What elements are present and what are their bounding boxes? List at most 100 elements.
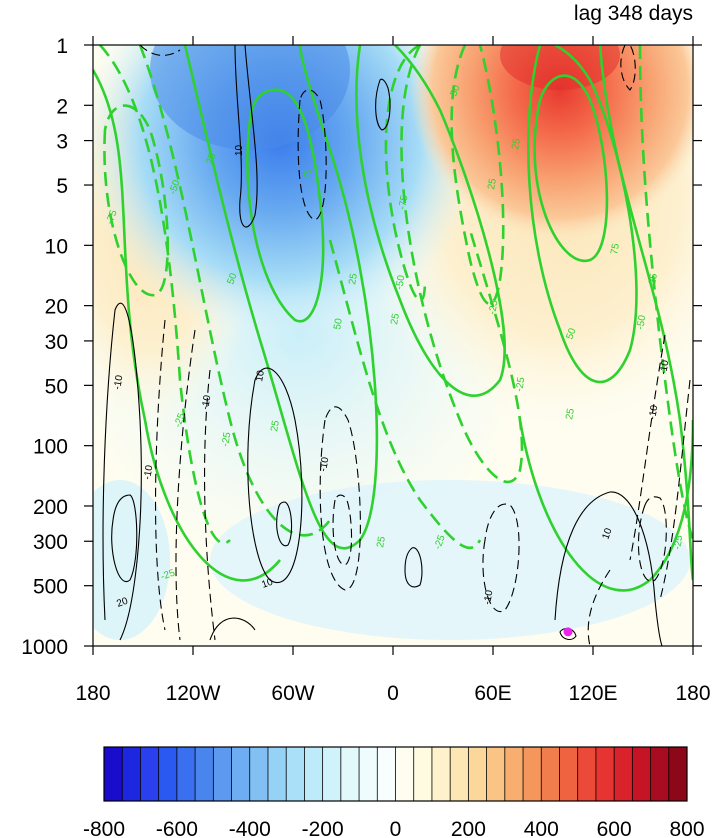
colorbar-label: -800 xyxy=(83,818,125,838)
x-axis: 180 120W 60W 0 60E 120E 180 xyxy=(75,36,711,705)
colorbar-label: -200 xyxy=(302,818,344,838)
contour-label: 25 xyxy=(389,312,402,325)
black-contour-neg-10 xyxy=(629,334,691,601)
contour-label: -50 xyxy=(447,83,462,101)
contour-label: -25 xyxy=(172,411,187,429)
contour-label: -10 xyxy=(482,589,495,606)
contour-label: 25 xyxy=(375,535,388,548)
colorbar-swatch xyxy=(104,747,123,801)
colorbar-swatch xyxy=(322,747,342,801)
contour-label: -25 xyxy=(514,376,527,393)
colorbar-label: 400 xyxy=(524,818,559,838)
x-tick-label: 120W xyxy=(166,682,221,705)
green-contour-neg-6 xyxy=(384,45,427,302)
contour-label: 25 xyxy=(347,272,360,285)
black-contour-3 xyxy=(234,45,258,228)
y-tick-label: 50 xyxy=(45,375,68,398)
filled-contour-field xyxy=(93,45,693,646)
green-contour-neg-8 xyxy=(328,239,482,550)
green-contour-pos-8 xyxy=(518,419,693,592)
contour-label: -50 xyxy=(167,178,182,196)
colorbar-label: 0 xyxy=(390,818,402,838)
y-tick-label: 200 xyxy=(33,496,68,519)
colorbar-swatch xyxy=(650,747,670,801)
colorbar-swatch xyxy=(577,747,597,801)
contour-label: -10 xyxy=(200,394,213,411)
y-tick-label: 20 xyxy=(45,296,68,319)
black-contour-neg-9 xyxy=(637,496,667,582)
black-contour-neg-4 xyxy=(204,369,216,641)
colorbar-label: 600 xyxy=(597,818,632,838)
colorbar-swatch xyxy=(249,747,269,801)
colorbar-swatch xyxy=(359,747,378,801)
contour-label: 25 xyxy=(510,137,523,150)
contour-label: -25 xyxy=(159,567,177,582)
colorbar-swatch xyxy=(468,747,487,801)
black-contour-neg-2 xyxy=(297,89,327,221)
black-contour-6 xyxy=(375,78,391,131)
colorbar-label: -400 xyxy=(229,818,271,838)
green-contours-dashed xyxy=(99,45,693,550)
contour-label: 25 xyxy=(269,419,282,432)
colorbar-swatch xyxy=(486,747,506,801)
contour-label: 10 xyxy=(234,144,245,156)
y-tick-label: 5 xyxy=(56,175,68,198)
contour-label: -10 xyxy=(142,464,155,481)
black-contour-2 xyxy=(111,494,138,583)
colorbar-swatch xyxy=(668,747,688,801)
colorbar-swatch xyxy=(231,747,251,801)
green-contour-pos-3 xyxy=(246,88,325,323)
contour-label: 25 xyxy=(204,151,218,166)
contour-label: 50 xyxy=(225,271,239,286)
green-contour-neg-3 xyxy=(138,45,332,537)
black-contour-7 xyxy=(554,491,663,646)
y-tick-label: 2 xyxy=(56,95,68,118)
colorbar-swatch xyxy=(377,747,396,801)
contour-label: -25 xyxy=(672,534,685,551)
colorbar-swatch xyxy=(413,747,433,801)
colorbar-swatch xyxy=(523,747,542,801)
black-contour-neg-7 xyxy=(620,45,636,91)
green-contour-pos-6 xyxy=(533,74,609,263)
green-contour-pos-1 xyxy=(93,69,281,582)
contour-labels: -75 -50 25 50 25 50 25 -50 -75 75 -50 25… xyxy=(104,83,685,610)
x-tick-label: 180 xyxy=(675,682,710,705)
colorbar-swatch xyxy=(158,747,178,801)
green-contour-pos-4 xyxy=(355,45,506,397)
y-tick-label: 500 xyxy=(33,576,68,599)
colorbar-swatch xyxy=(595,747,615,801)
contour-label: 50 xyxy=(332,317,345,330)
black-contour-neg-8 xyxy=(482,503,520,613)
x-tick-label: 180 xyxy=(75,682,110,705)
colorbar-swatch xyxy=(559,747,578,801)
contour-label: -25 xyxy=(220,431,233,448)
colorbar-swatch xyxy=(140,747,159,801)
green-contours xyxy=(93,45,693,592)
contour-label: 75 xyxy=(302,167,315,180)
contour-label: -75 xyxy=(397,194,410,211)
x-tick-label: 120E xyxy=(568,682,617,705)
colorbar-swatch xyxy=(395,747,415,801)
black-contour-neg-11 xyxy=(587,569,611,646)
black-contours-dashed xyxy=(139,45,691,646)
contour-label: 25 xyxy=(486,177,499,190)
colorbar-label: 200 xyxy=(451,818,486,838)
contour-label: -75 xyxy=(104,208,119,226)
contour-label: 10 xyxy=(600,526,614,541)
colorbar-swatch xyxy=(176,747,196,801)
contour-label: -10 xyxy=(318,456,331,473)
y-tick-label: 100 xyxy=(33,436,68,459)
x-tick-label: 0 xyxy=(387,682,399,705)
black-contours xyxy=(102,45,663,646)
colorbar-swatch xyxy=(195,747,214,801)
contour-label: 20 xyxy=(115,596,130,610)
black-contour-5 xyxy=(276,501,293,547)
contour-label: -10 xyxy=(647,404,660,421)
contour-label: 10 xyxy=(254,369,267,382)
colorbar-swatch xyxy=(431,747,451,801)
green-contour-neg-5 xyxy=(450,45,505,306)
y-tick-label: 30 xyxy=(45,331,68,354)
contour-label: -10 xyxy=(112,374,125,391)
colorbar-frame xyxy=(103,746,688,802)
